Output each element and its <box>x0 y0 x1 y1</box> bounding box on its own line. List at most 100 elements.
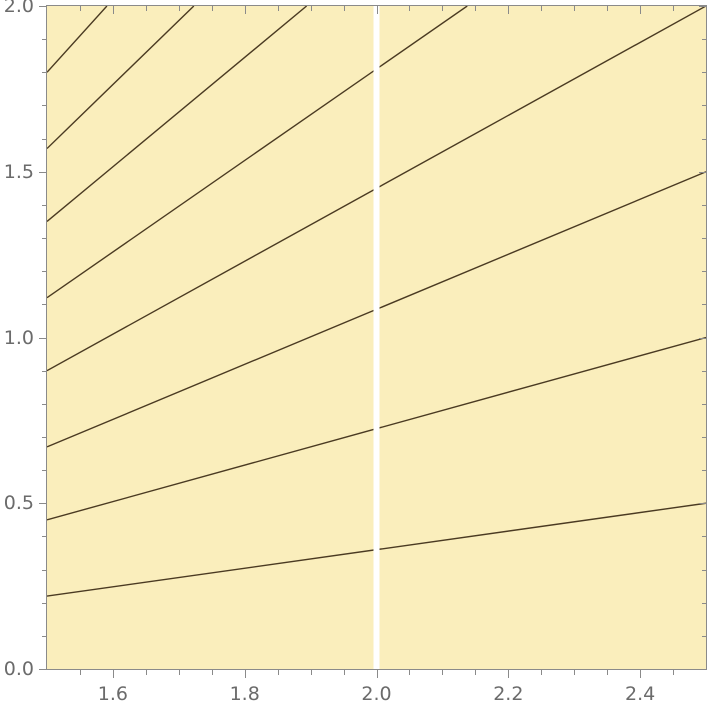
y-axis-minor-tick <box>42 370 47 372</box>
x-axis-minor-tick <box>607 670 609 675</box>
x-axis-minor-tick <box>145 670 147 675</box>
y-axis-minor-tick <box>42 39 47 41</box>
x-axis-minor-tick <box>343 670 345 675</box>
y-axis-minor-tick <box>42 470 47 472</box>
x-axis-minor-tick-top <box>343 6 345 11</box>
x-axis-minor-tick <box>310 670 312 675</box>
y-axis-minor-tick-right <box>702 39 707 41</box>
y-axis-minor-tick-right <box>702 536 707 538</box>
plot-area <box>47 6 706 669</box>
x-axis-minor-tick-top <box>541 6 543 11</box>
y-axis-major-tick <box>39 669 47 670</box>
y-axis-minor-tick <box>42 403 47 405</box>
x-axis-minor-tick <box>277 670 279 675</box>
y-axis-minor-tick-right <box>702 304 707 306</box>
x-axis-tick-label: 2.2 <box>493 683 524 705</box>
x-axis-minor-tick-top <box>574 6 576 11</box>
y-axis-tick-label: 1.0 <box>3 326 34 349</box>
y-axis-minor-tick <box>42 536 47 538</box>
y-axis-minor-tick-right <box>702 138 707 140</box>
x-axis-minor-tick <box>442 670 444 675</box>
y-axis-tick-label: 2.0 <box>3 0 34 17</box>
x-axis-minor-tick-top <box>442 6 444 11</box>
y-axis-minor-tick-right <box>702 105 707 107</box>
y-axis-minor-tick <box>42 271 47 273</box>
x-axis-minor-tick <box>541 670 543 675</box>
x-axis-major-tick <box>640 670 642 678</box>
x-axis-minor-tick-top <box>178 6 180 11</box>
x-axis-minor-tick <box>475 670 477 675</box>
x-axis-major-tick <box>244 670 246 678</box>
x-axis-minor-tick-top <box>145 6 147 11</box>
x-axis-major-tick-top <box>508 6 510 14</box>
y-axis-major-tick <box>39 337 47 339</box>
discontinuity-gap <box>373 6 380 669</box>
y-axis-minor-tick-right <box>702 403 707 405</box>
y-axis-tick-label: 1.5 <box>3 160 34 183</box>
y-axis-minor-tick <box>42 105 47 107</box>
x-axis-minor-tick <box>409 670 411 675</box>
x-axis-tick-label: 1.6 <box>97 683 128 705</box>
y-axis-major-tick-right <box>699 503 707 505</box>
x-axis-minor-tick <box>79 670 81 675</box>
y-axis-minor-tick <box>42 238 47 240</box>
x-axis-minor-tick <box>574 670 576 675</box>
x-axis-minor-tick-top <box>211 6 213 11</box>
x-axis-minor-tick-top <box>409 6 411 11</box>
y-axis-minor-tick-right <box>702 635 707 637</box>
y-axis-minor-tick <box>42 72 47 74</box>
x-axis-minor-tick-top <box>79 6 81 11</box>
x-axis-major-tick-top <box>112 6 114 14</box>
contour-canvas <box>47 6 706 669</box>
x-axis-minor-tick-top <box>673 6 675 11</box>
x-axis-major-tick-top <box>244 6 246 14</box>
y-axis-minor-tick <box>42 304 47 306</box>
x-axis-minor-tick-top <box>607 6 609 11</box>
x-axis-tick-label: 1.8 <box>229 683 260 705</box>
contour-line <box>47 6 468 299</box>
y-axis-minor-tick-right <box>702 370 707 372</box>
y-axis-minor-tick-right <box>702 470 707 472</box>
x-axis-minor-tick <box>673 670 675 675</box>
y-axis-minor-tick <box>42 635 47 637</box>
y-axis-major-tick <box>39 503 47 505</box>
y-axis-minor-tick-right <box>702 271 707 273</box>
x-axis-major-tick-top <box>376 6 378 14</box>
y-axis-major-tick-right <box>699 669 707 670</box>
x-axis-minor-tick <box>211 670 213 675</box>
y-axis-minor-tick-right <box>702 602 707 604</box>
y-axis-minor-tick <box>42 602 47 604</box>
y-axis-major-tick <box>39 6 47 7</box>
y-axis-major-tick-right <box>699 6 707 7</box>
x-axis-tick-label: 2.4 <box>624 683 656 705</box>
y-axis-tick-label: 0.0 <box>3 658 34 680</box>
y-axis-major-tick <box>39 171 47 173</box>
x-axis-major-tick-top <box>640 6 642 14</box>
y-axis-major-tick-right <box>699 171 707 173</box>
y-axis-minor-tick <box>42 138 47 140</box>
x-axis-major-tick <box>376 670 378 678</box>
x-axis-minor-tick-top <box>310 6 312 11</box>
x-axis-minor-tick-top <box>475 6 477 11</box>
y-axis-major-tick-right <box>699 337 707 339</box>
x-axis-major-tick <box>112 670 114 678</box>
contour-line <box>47 6 108 73</box>
y-axis-tick-label: 0.5 <box>3 492 34 515</box>
y-axis-minor-tick-right <box>702 238 707 240</box>
x-axis-major-tick <box>508 670 510 678</box>
y-axis-minor-tick <box>42 569 47 571</box>
axis-frame-bottom <box>46 669 707 670</box>
y-axis-minor-tick <box>42 436 47 438</box>
x-axis-minor-tick <box>178 670 180 675</box>
contour-line <box>47 6 308 223</box>
y-axis-minor-tick-right <box>702 204 707 206</box>
y-axis-minor-tick <box>42 204 47 206</box>
x-axis-minor-tick-top <box>277 6 279 11</box>
y-axis-minor-tick-right <box>702 569 707 571</box>
x-axis-tick-label: 2.0 <box>361 683 392 705</box>
y-axis-minor-tick-right <box>702 72 707 74</box>
axis-frame-top <box>46 5 707 6</box>
contour-line <box>47 6 195 150</box>
y-axis-minor-tick-right <box>702 436 707 438</box>
